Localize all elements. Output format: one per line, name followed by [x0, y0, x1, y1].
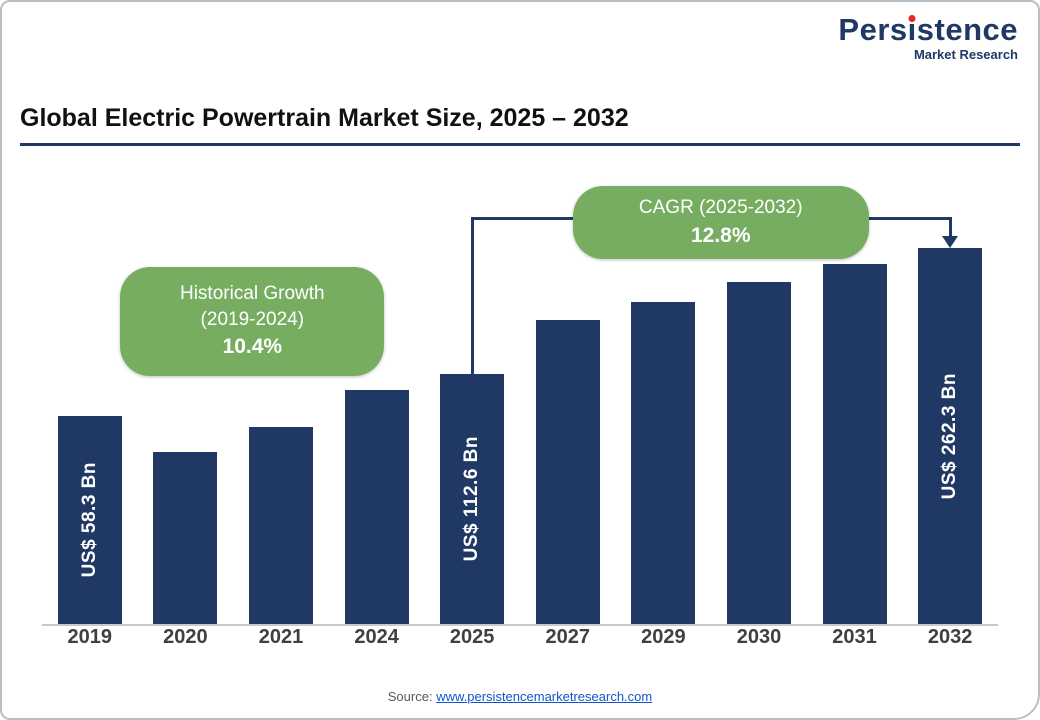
bar-value-label-2025: US$ 112.6 Bn: [461, 436, 483, 562]
x-axis-label-2031: 2031: [832, 626, 877, 648]
bar-slot-2019: US$ 58.3 Bn 2019: [42, 164, 138, 648]
bar-2027: [535, 320, 600, 624]
bar-zone-2024: [328, 164, 425, 626]
bar-value-label-2019: US$ 58.3 Bn: [78, 462, 100, 578]
bar-2029: [631, 302, 696, 624]
cagr-title: CAGR (2025-2032): [638, 197, 803, 218]
bar-slot-2021: 2021: [233, 164, 329, 648]
bar-zone-2025: US$ 112.6 Bn: [424, 164, 520, 626]
bar-zone-2020: [137, 164, 234, 626]
bar-2021: [248, 427, 313, 624]
logo-subtitle: Market Research: [913, 47, 1018, 62]
cagr-value: 12.8%: [690, 223, 751, 247]
logo-red-dot-i: i: [907, 12, 917, 47]
bar-slot-2025: US$ 112.6 Bn 2025: [424, 164, 520, 648]
historical-growth-value: 10.4%: [222, 335, 283, 359]
bar-2032: US$ 262.3 Bn: [918, 248, 983, 624]
bar-zone-2019: US$ 58.3 Bn: [42, 164, 138, 626]
bar-zone-2029: [615, 164, 712, 626]
bar-2024: [344, 390, 409, 624]
historical-growth-callout: Historical Growth (2019-2024) 10.4%: [120, 267, 385, 376]
bar-zone-2032: US$ 262.3 Bn: [902, 164, 998, 626]
logo-wordmark: Persistence: [838, 14, 1018, 45]
bars-container: US$ 58.3 Bn 2019 2020 2021 2024 US$ 112.6 Bn 2…: [42, 164, 998, 648]
bar-value-label-2032: US$ 262.3 Bn: [939, 372, 961, 500]
title-block: Global Electric Powertrain Market Size, …: [20, 104, 1020, 146]
x-axis-label-2025: 2025: [449, 626, 495, 648]
x-axis-label-2024: 2024: [354, 626, 399, 648]
logo-text-pre: Pers: [838, 12, 908, 47]
historical-growth-title: Historical Growth: [179, 283, 325, 304]
bar-slot-2020: 2020: [137, 164, 234, 648]
bar-zone-2021: [233, 164, 329, 626]
bar-zone-2030: [711, 164, 807, 626]
bar-slot-2027: 2027: [519, 164, 616, 648]
x-axis-label-2030: 2030: [736, 626, 782, 648]
bar-slot-2032: US$ 262.3 Bn 2032: [902, 164, 998, 648]
source-label: Source:: [387, 689, 433, 704]
cagr-callout: CAGR (2025-2032) 12.8%: [572, 186, 869, 260]
bar-2031: [822, 264, 887, 624]
bar-2030: [726, 282, 791, 624]
x-axis-label-2021: 2021: [258, 626, 304, 648]
cagr-connector-left-line: [470, 217, 474, 374]
x-axis-label-2027: 2027: [545, 626, 591, 648]
bar-zone-2031: [806, 164, 903, 626]
x-axis-label-2029: 2029: [641, 626, 686, 648]
bar-2025: US$ 112.6 Bn: [440, 374, 505, 624]
bar-2020: [153, 452, 218, 624]
pmr-logo: Persistence Market Research: [838, 14, 1018, 61]
bar-chart: Historical Growth (2019-2024) 10.4% CAGR…: [42, 164, 998, 669]
historical-growth-range: (2019-2024): [200, 308, 305, 330]
bar-slot-2024: 2024: [328, 164, 425, 648]
source-link[interactable]: www.persistencemarketresearch.com: [436, 689, 653, 704]
bar-slot-2031: 2031: [806, 164, 903, 648]
x-axis-label-2020: 2020: [163, 626, 208, 648]
cagr-arrow-head-icon: [942, 236, 959, 248]
x-axis-label-2032: 2032: [927, 626, 973, 648]
x-axis-label-2019: 2019: [67, 626, 113, 648]
bar-2019: US$ 58.3 Bn: [57, 416, 122, 624]
bar-slot-2029: 2029: [615, 164, 712, 648]
page-title: Global Electric Powertrain Market Size, …: [20, 104, 629, 132]
bar-slot-2030: 2030: [711, 164, 807, 648]
bar-zone-2027: [519, 164, 616, 626]
logo-text-post: stence: [916, 12, 1018, 47]
source-line: Source: www.persistencemarketresearch.co…: [2, 689, 1038, 704]
cagr-connector-right-line: [948, 217, 952, 237]
